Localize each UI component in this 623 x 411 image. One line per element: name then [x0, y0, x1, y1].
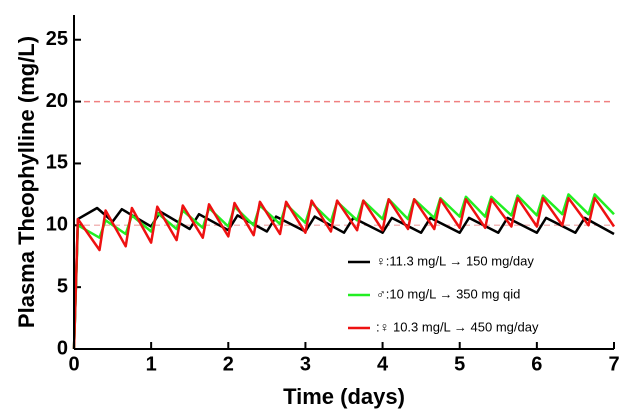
y-axis-title: Plasma Theophylline (mg/L) [14, 36, 39, 328]
x-axis-title: Time (days) [283, 384, 405, 409]
x-tick-label: 2 [223, 353, 234, 375]
x-tick-label: 7 [608, 353, 619, 375]
legend-label: ♂:10 mg/L → 350 mg qid [376, 286, 520, 301]
series-line [72, 196, 616, 350]
x-tick-label: 5 [454, 353, 465, 375]
legend-label: :♀ 10.3 mg/L → 450 mg/day [376, 319, 539, 334]
y-tick-label: 25 [46, 28, 68, 50]
y-tick-label: 20 [46, 90, 68, 112]
x-tick-label: 6 [531, 353, 542, 375]
y-tick-label: 15 [46, 152, 68, 174]
x-tick-label: 4 [377, 353, 389, 375]
y-tick-label: 5 [57, 275, 68, 297]
y-tick-label: 10 [46, 214, 68, 236]
x-tick-label: 1 [146, 353, 157, 375]
x-tick-label: 3 [300, 353, 311, 375]
y-tick-label: 0 [57, 337, 68, 359]
legend-label: ♀:11.3 mg/L → 150 mg/day [376, 253, 534, 268]
x-tick-label: 0 [68, 353, 79, 375]
